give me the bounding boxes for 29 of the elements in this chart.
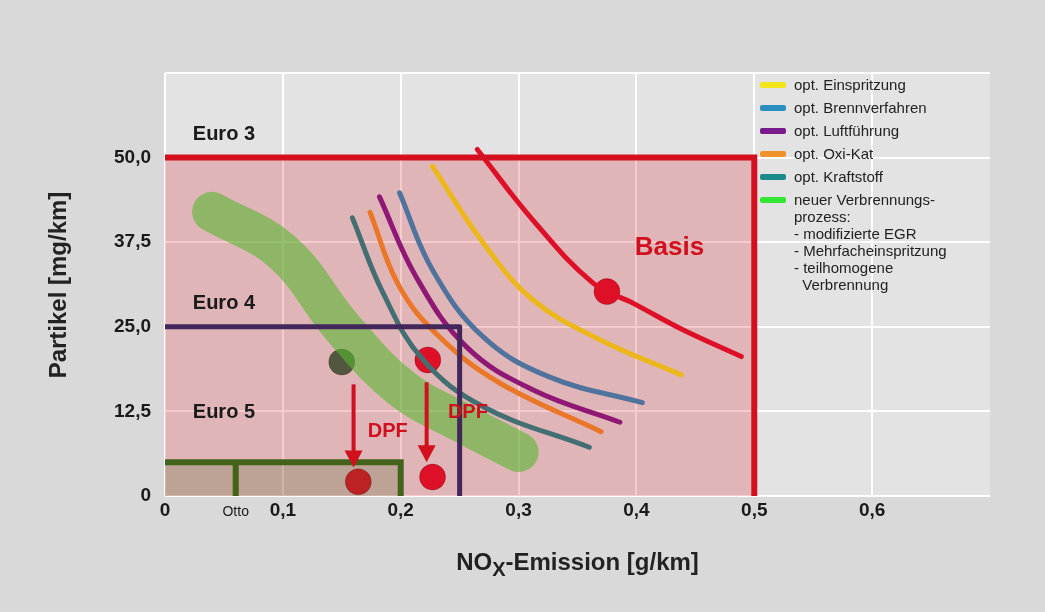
y-tick-label: 37,5 — [114, 230, 152, 252]
annotation: Basis — [634, 230, 705, 261]
x-tick-label: 0,2 — [387, 498, 414, 520]
text: Otto — [222, 502, 250, 519]
x-tick-label: 0 — [159, 498, 171, 520]
annotation: Euro 5 — [192, 399, 256, 422]
point — [344, 468, 372, 496]
legend-label: opt. Brennverfahren — [794, 99, 927, 116]
x-axis-title: NO$_{X}$-Emission [g/km] — [455, 548, 700, 581]
y-tick-label: 50,0 — [114, 145, 151, 167]
annotation: DPF — [367, 419, 408, 442]
legend-label: opt. Einspritzung — [794, 76, 906, 93]
point — [419, 463, 447, 491]
x-tick-label: 0,5 — [741, 498, 768, 520]
legend-label: opt. Kraftstoff — [794, 168, 883, 185]
legend-label: neuer Verbrennungs- prozess: - modifizierte EGR - Mehrfacheinspritzung - teilhomogene Verbrennung — [794, 191, 947, 293]
y-tick-label: 0 — [140, 484, 151, 506]
point — [328, 348, 356, 376]
x-tick-label: 0,6 — [858, 498, 886, 520]
legend-label: opt. Luftführung — [794, 122, 900, 139]
legend-label: opt. Oxi-Kat — [794, 145, 874, 162]
annotation: Euro 3 — [192, 122, 256, 145]
x-tick-label: 0,1 — [269, 498, 297, 520]
x-tick-label: 0,3 — [505, 498, 532, 520]
y-tick-label: 12,5 — [114, 399, 152, 421]
y-tick-label: 25,0 — [114, 315, 151, 337]
y-axis-title: Partikel [mg/km] — [44, 191, 72, 379]
x-tick-label: 0,4 — [623, 498, 651, 520]
annotation: Euro 4 — [192, 290, 256, 313]
